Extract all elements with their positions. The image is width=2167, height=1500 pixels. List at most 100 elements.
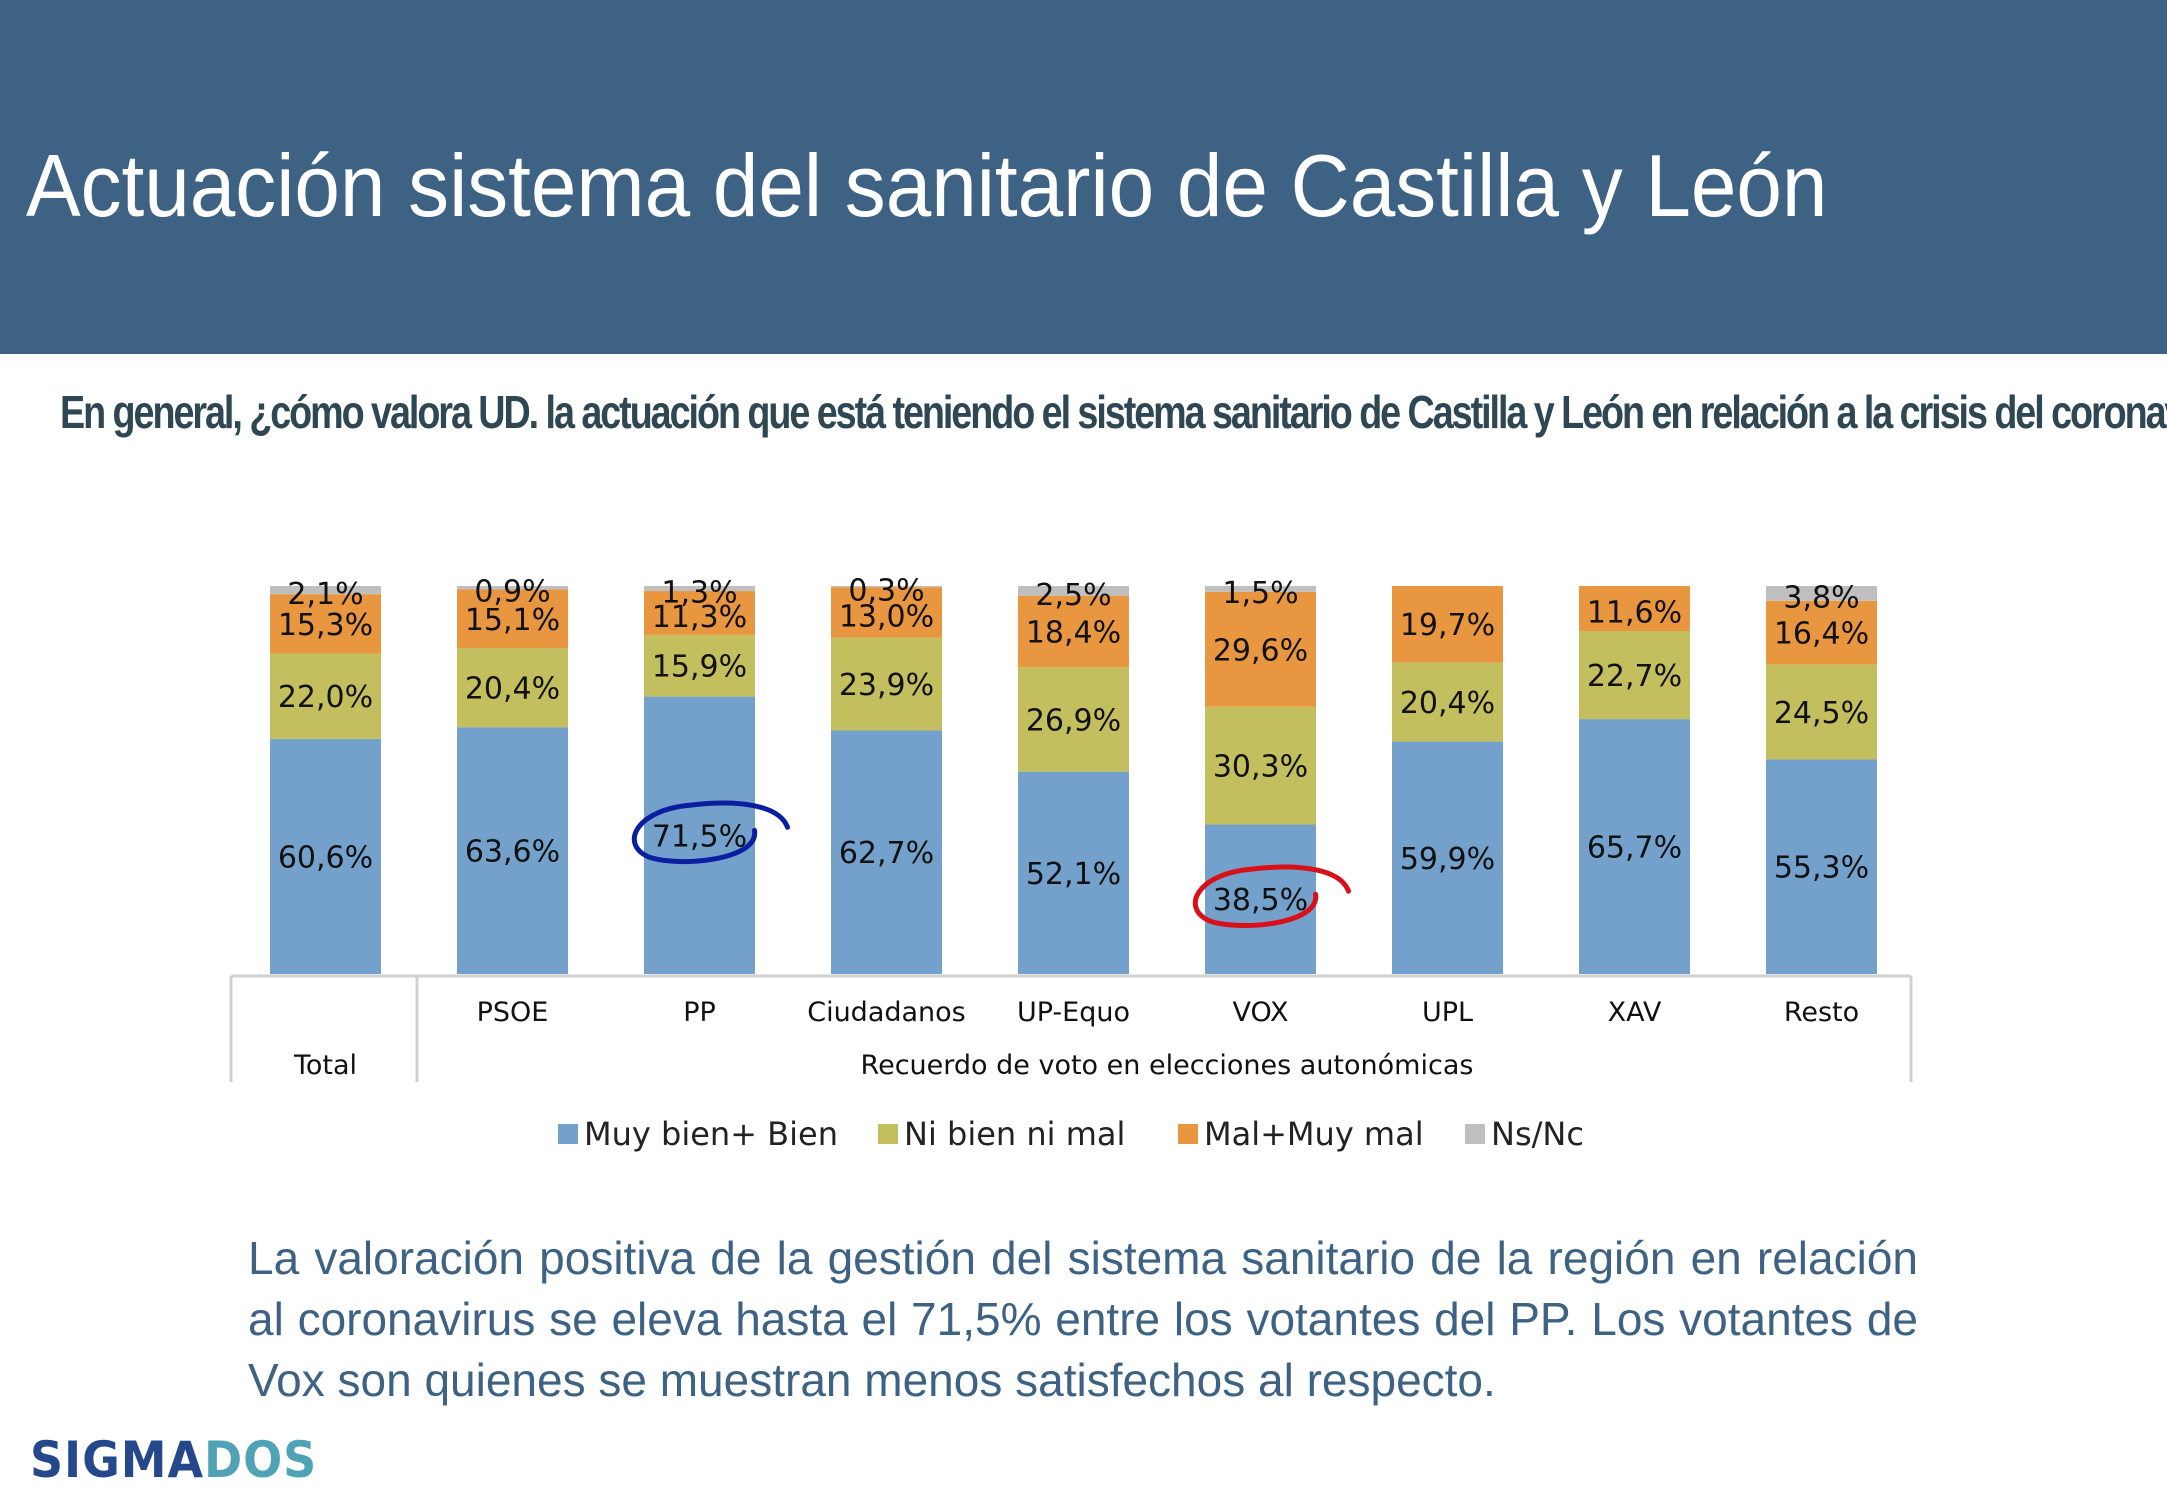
bar-segment-total-2 xyxy=(270,594,381,654)
bar-segment-total-0 xyxy=(270,738,381,974)
data-label: 13,0% xyxy=(839,599,934,634)
data-label: 71,5% xyxy=(652,819,747,854)
data-label: 59,9% xyxy=(1400,842,1495,877)
bar-segment-upl-1 xyxy=(1392,662,1503,742)
logo-part-dos: DOS xyxy=(203,1431,318,1489)
data-label: 1,3% xyxy=(661,576,737,611)
circle-annotation-vox xyxy=(1192,864,1351,928)
legend-label: Mal+Muy mal xyxy=(1204,1115,1424,1153)
bar-segment-vox-2 xyxy=(1205,591,1316,707)
bar-segment-xav-0 xyxy=(1579,719,1690,974)
survey-question: En general, ¿cómo valora UD. la actuació… xyxy=(60,386,2167,438)
bar-segment-ciudadanos-1 xyxy=(831,637,942,731)
sigmados-logo: SIGMADOS xyxy=(30,1432,317,1488)
bar-segment-xav-1 xyxy=(1579,631,1690,720)
bar-segment-up-equo-1 xyxy=(1018,667,1129,772)
data-label: 18,4% xyxy=(1026,615,1121,650)
data-label: 29,6% xyxy=(1213,633,1308,668)
category-label: Ciudadanos xyxy=(807,997,966,1028)
category-label: VOX xyxy=(1232,997,1288,1028)
legend-swatch xyxy=(1465,1124,1485,1144)
bar-segment-resto-2 xyxy=(1766,600,1877,665)
data-label: 26,9% xyxy=(1026,703,1121,738)
data-label: 15,1% xyxy=(465,603,560,638)
data-label: 0,9% xyxy=(474,575,550,610)
summary-text: La valoración positiva de la gestión del… xyxy=(248,1232,1918,1406)
data-label: 23,9% xyxy=(839,668,934,703)
data-label: 2,1% xyxy=(287,577,363,612)
bar-segment-upl-0 xyxy=(1392,741,1503,974)
data-label: 20,4% xyxy=(465,672,560,707)
bar-segment-xav-2 xyxy=(1579,586,1690,632)
category-axis: Total PSOE PP Ciudadanos UP-Equo VOX UPL XAV Res… xyxy=(229,974,1913,1082)
data-label: 63,6% xyxy=(465,835,560,870)
data-label: 62,7% xyxy=(839,836,934,871)
stacked-bar-chart: 60,6% 22,0% 15,3%2,1% 63,6% 20,4% 15,1%0,9% 71… xyxy=(229,574,1913,1153)
bars-layer xyxy=(270,586,1877,974)
data-label: 55,3% xyxy=(1774,851,1869,886)
data-label: 16,4% xyxy=(1774,617,1869,652)
data-label: 2,5% xyxy=(1035,578,1111,613)
category-label: UP-Equo xyxy=(1017,997,1130,1028)
bar-segment-upl-2 xyxy=(1392,586,1503,663)
bar-segment-vox-0 xyxy=(1205,824,1316,974)
bar-segment-ciudadanos-0 xyxy=(831,730,942,974)
data-label: 19,7% xyxy=(1400,608,1495,643)
data-label: 15,3% xyxy=(278,608,373,643)
legend: Muy bien+ Bien Ni bien ni mal Mal+Muy mal N… xyxy=(558,1115,1584,1153)
bar-segment-pp-0 xyxy=(644,696,755,974)
bar-segment-resto-0 xyxy=(1766,759,1877,974)
bar-segment-psoe-2 xyxy=(457,589,568,649)
circle-annotation-pp xyxy=(631,800,790,865)
data-label: 60,6% xyxy=(278,840,373,875)
category-label: PP xyxy=(683,997,716,1028)
data-label: 22,7% xyxy=(1587,659,1682,694)
data-label: 20,4% xyxy=(1400,686,1495,721)
data-label: 30,3% xyxy=(1213,750,1308,785)
legend-swatch xyxy=(878,1124,898,1144)
data-label: 65,7% xyxy=(1587,831,1682,866)
page-title: Actuación sistema del sanitario de Casti… xyxy=(26,136,1828,235)
legend-swatch xyxy=(1178,1124,1198,1144)
group-label-total: Total xyxy=(293,1050,357,1081)
annotations-layer xyxy=(631,800,1351,928)
legend-label: Ni bien ni mal xyxy=(904,1115,1125,1153)
category-label: XAV xyxy=(1608,997,1662,1028)
logo-part-sigma: SIGMA xyxy=(30,1431,204,1489)
bar-segment-total-1 xyxy=(270,653,381,739)
data-label: 1,5% xyxy=(1222,576,1298,611)
bar-segment-up-equo-2 xyxy=(1018,595,1129,668)
bar-segment-pp-3 xyxy=(644,586,755,592)
bar-segment-psoe-0 xyxy=(457,727,568,974)
bar-segment-ciudadanos-2 xyxy=(831,587,942,638)
bar-segment-resto-3 xyxy=(1766,586,1877,601)
data-labels-layer: 60,6% 22,0% 15,3%2,1% 63,6% 20,4% 15,1%0,9% 71… xyxy=(278,574,1869,919)
legend-swatch xyxy=(558,1124,578,1144)
data-label: 38,5% xyxy=(1213,883,1308,918)
bar-segment-up-equo-0 xyxy=(1018,771,1129,974)
header-band: Actuación sistema del sanitario de Casti… xyxy=(0,0,2167,354)
data-label: 15,9% xyxy=(652,650,747,685)
category-label: Resto xyxy=(1784,997,1859,1028)
bar-segment-psoe-1 xyxy=(457,648,568,728)
data-label: 52,1% xyxy=(1026,857,1121,892)
data-label: 24,5% xyxy=(1774,696,1869,731)
legend-label: Muy bien+ Bien xyxy=(584,1115,838,1153)
bar-segment-vox-1 xyxy=(1205,706,1316,825)
bar-segment-up-equo-3 xyxy=(1018,586,1129,596)
bar-segment-resto-1 xyxy=(1766,664,1877,760)
data-label: 0,3% xyxy=(848,574,924,609)
legend-label: Ns/Nc xyxy=(1491,1115,1584,1153)
bar-segment-pp-1 xyxy=(644,634,755,697)
bar-segment-vox-3 xyxy=(1205,586,1316,592)
data-label: 11,6% xyxy=(1587,596,1682,631)
data-label: 11,3% xyxy=(652,600,747,635)
bar-segment-psoe-3 xyxy=(457,586,568,590)
data-label: 3,8% xyxy=(1783,580,1859,615)
category-label: PSOE xyxy=(477,997,549,1028)
category-label: UPL xyxy=(1422,997,1473,1028)
group-label-vote-recall: Recuerdo de voto en elecciones autonómic… xyxy=(861,1050,1474,1081)
data-label: 22,0% xyxy=(278,680,373,715)
bar-segment-pp-2 xyxy=(644,591,755,635)
bar-segment-total-3 xyxy=(270,586,381,595)
